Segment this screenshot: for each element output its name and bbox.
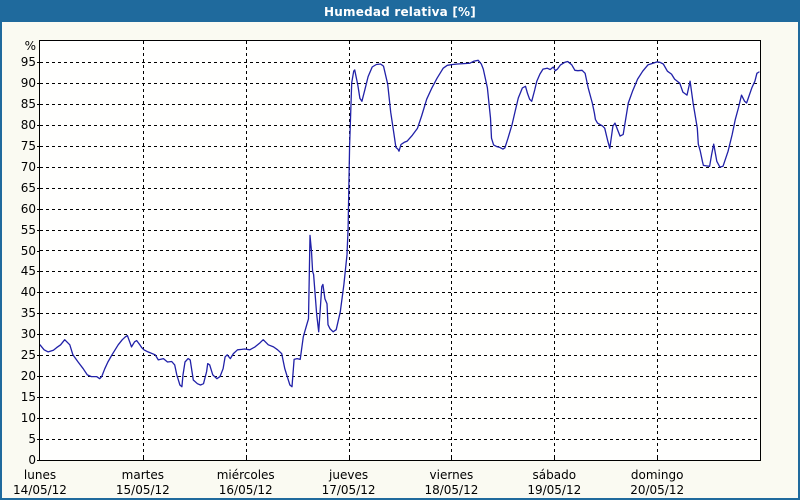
- y-tick-mark: [37, 418, 40, 420]
- y-tick-label: 45: [20, 264, 36, 279]
- y-tick-label: 0: [28, 453, 36, 467]
- y-tick-mark: [37, 103, 40, 105]
- y-tick-mark: [37, 166, 40, 168]
- day-name-label: lunes: [23, 468, 57, 482]
- y-unit-label: %: [24, 39, 36, 53]
- y-tick-mark: [37, 187, 40, 189]
- date-label: 14/05/12: [13, 483, 67, 497]
- y-tick-mark: [37, 61, 40, 63]
- date-label: 19/05/12: [527, 483, 582, 497]
- y-tick-label: 40: [20, 285, 36, 300]
- y-tick-label: 85: [20, 96, 36, 111]
- date-label: 15/05/12: [115, 483, 170, 497]
- y-tick-label: 70: [20, 159, 36, 174]
- y-tick-label: 90: [20, 75, 36, 90]
- y-tick-mark: [37, 82, 40, 84]
- day-name-label: sábado: [532, 468, 577, 482]
- humidity-chart-canvas: [40, 41, 760, 460]
- y-tick-mark: [37, 124, 40, 126]
- y-tick-label: 75: [20, 138, 36, 153]
- y-tick-mark: [37, 145, 40, 147]
- date-label: 17/05/12: [321, 483, 376, 497]
- y-tick-label: 65: [20, 180, 36, 195]
- day-name-label: miércoles: [216, 468, 275, 482]
- y-tick-label: 50: [20, 243, 36, 258]
- date-label: 20/05/12: [630, 483, 685, 497]
- day-name-label: domingo: [630, 468, 684, 482]
- date-label: 16/05/12: [218, 483, 273, 497]
- day-name-label: jueves: [329, 468, 369, 482]
- y-tick-mark: [37, 439, 40, 441]
- humidity-series-line: [40, 59, 760, 388]
- y-tick-mark: [37, 355, 40, 357]
- titlebar: Humedad relativa [%]: [2, 2, 798, 22]
- y-tick-mark: [37, 313, 40, 315]
- y-tick-mark: [37, 460, 40, 461]
- y-tick-label: 30: [20, 327, 36, 342]
- y-tick-label: 25: [20, 348, 36, 363]
- y-tick-mark: [37, 250, 40, 252]
- y-tick-mark: [37, 271, 40, 273]
- date-label: 18/05/12: [424, 483, 479, 497]
- y-tick-label: 55: [20, 222, 36, 237]
- y-tick-mark: [37, 376, 40, 378]
- y-tick-label: 60: [20, 201, 36, 216]
- y-tick-mark: [37, 397, 40, 399]
- y-tick-mark: [37, 292, 40, 294]
- chart-title: Humedad relativa [%]: [324, 5, 476, 19]
- y-tick-mark: [37, 208, 40, 210]
- y-tick-label: 20: [20, 369, 36, 384]
- y-tick-label: 15: [20, 390, 36, 405]
- y-tick-label: 10: [20, 411, 36, 426]
- y-tick-label: 35: [20, 306, 36, 321]
- y-tick-mark: [37, 334, 40, 336]
- y-tick-label: 5: [28, 432, 36, 447]
- day-name-label: martes: [121, 468, 164, 482]
- day-name-label: viernes: [429, 468, 474, 482]
- y-tick-label: 95: [20, 54, 36, 69]
- plot-area: [39, 40, 761, 461]
- y-tick-mark: [37, 229, 40, 231]
- y-tick-label: 80: [20, 117, 36, 132]
